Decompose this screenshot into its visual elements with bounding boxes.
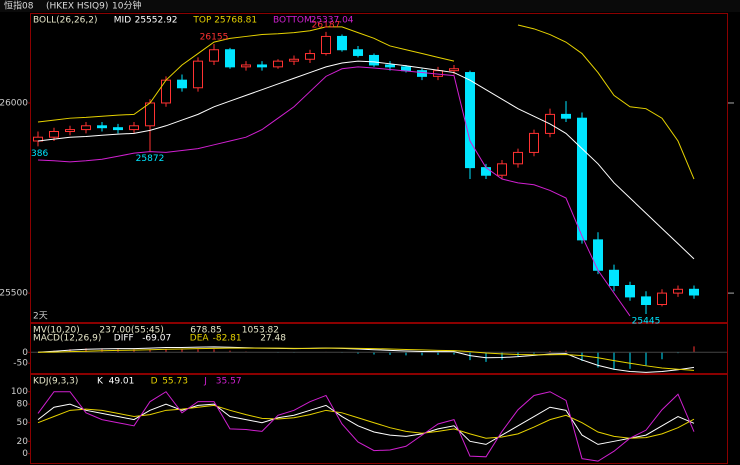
price-annotation: 25445 — [632, 317, 661, 327]
legend-text: KDJ(9,3,3) — [33, 377, 78, 387]
legend-name: K — [97, 377, 104, 387]
legend-name: DIFF — [114, 334, 134, 344]
legend-value: 25552.92 — [135, 16, 178, 26]
price-annotation: 26187 — [312, 20, 341, 30]
candle-body — [577, 117, 587, 241]
macd-frame — [30, 323, 728, 374]
candle-body — [689, 288, 699, 296]
candle-body — [353, 49, 363, 56]
candle-body — [369, 54, 379, 66]
code: (HKEX HSIQ9) — [46, 2, 108, 12]
legend-text: BOLL(26,26,2) — [33, 16, 98, 26]
candle-body — [113, 127, 123, 131]
mv-value: 237.00(55:45) — [99, 326, 163, 336]
legend-name: DEA — [190, 334, 210, 344]
candle-body — [657, 292, 667, 306]
candle-body — [145, 102, 155, 127]
mv-value: 678.85 — [190, 326, 222, 336]
y-tick-label: 26000 — [0, 98, 28, 108]
legend-value: 25337.04 — [311, 16, 354, 26]
y-tick-label: 100 — [11, 387, 28, 397]
y-tick-label: 0 — [22, 348, 28, 358]
candle-body — [673, 288, 683, 294]
period[interactable]: 10分钟 — [112, 0, 141, 12]
candle-body — [609, 269, 619, 286]
toolbar — [0, 0, 740, 12]
candle-body — [49, 130, 59, 138]
candle-body — [497, 163, 507, 176]
price-annotation: 26155 — [200, 33, 229, 43]
kdj-frame — [30, 374, 728, 464]
legend-name: MID — [114, 16, 131, 26]
legend-name: J — [203, 377, 207, 387]
candle-body — [401, 66, 411, 72]
candle-body — [321, 35, 331, 55]
series-line — [37, 391, 695, 462]
candle-body — [289, 58, 299, 62]
candle-body — [481, 167, 491, 176]
price-annotation: 386 — [31, 149, 48, 159]
candle-body — [209, 49, 219, 62]
candle-body — [97, 125, 107, 129]
legend-name: TOP — [192, 16, 212, 26]
candle-body — [257, 64, 267, 68]
series-line — [37, 346, 695, 373]
symbol[interactable]: 恒指08 — [4, 0, 34, 12]
candle-body — [129, 125, 139, 131]
candle-body — [465, 72, 475, 169]
candle-body — [305, 53, 315, 60]
plot-area — [37, 391, 695, 462]
candle-body — [529, 132, 539, 153]
legend-value: 27.48 — [260, 334, 286, 344]
legend-value: -69.07 — [142, 334, 171, 344]
main-frame — [30, 13, 728, 323]
candle-body — [385, 64, 395, 68]
legend-value: 35.57 — [216, 377, 242, 387]
series-line — [37, 404, 695, 439]
candle-body — [449, 68, 459, 72]
candle-body — [81, 125, 91, 131]
y-tick-label: -50 — [13, 359, 28, 369]
candle-body — [241, 64, 251, 68]
candle-body — [513, 151, 523, 165]
x-axis-label: 2天 — [33, 312, 48, 322]
series-line — [37, 347, 695, 371]
mv-value: 1053.82 — [242, 326, 279, 336]
legend-value: 55.73 — [162, 377, 188, 387]
mv-name: MV(10,20) — [33, 326, 80, 336]
series-line — [37, 60, 695, 260]
legend-value: 49.01 — [109, 377, 135, 387]
plot-area — [31, 346, 727, 373]
candle-body — [561, 113, 571, 119]
candle-body — [273, 60, 283, 68]
candle-body — [161, 79, 171, 104]
candle-body — [193, 60, 203, 89]
legend-name: D — [151, 377, 158, 387]
candle-body — [417, 70, 427, 77]
candle-body — [177, 79, 187, 89]
legend-name: BOTTOM — [273, 16, 312, 26]
y-tick-label: 25500 — [0, 289, 28, 299]
y-tick-label: 50 — [17, 418, 29, 428]
price-annotation: 25872 — [136, 154, 165, 164]
candle-body — [65, 129, 75, 132]
series-line — [37, 403, 695, 445]
y-tick-label: 0 — [22, 449, 28, 459]
candle-body — [593, 239, 603, 271]
legend-value: 25768.81 — [214, 16, 257, 26]
y-tick-label: 80 — [17, 400, 29, 410]
series-line — [37, 66, 631, 317]
candle-body — [641, 296, 651, 306]
plot-area — [33, 24, 699, 317]
legend-value: -82.81 — [213, 334, 242, 344]
legend-text: MACD(12,26,9) — [33, 334, 101, 344]
y-tick-label: 20 — [17, 437, 29, 447]
candle-body — [225, 49, 235, 68]
candle-body — [625, 284, 635, 298]
series-line — [37, 24, 695, 180]
candle-body — [337, 35, 347, 51]
